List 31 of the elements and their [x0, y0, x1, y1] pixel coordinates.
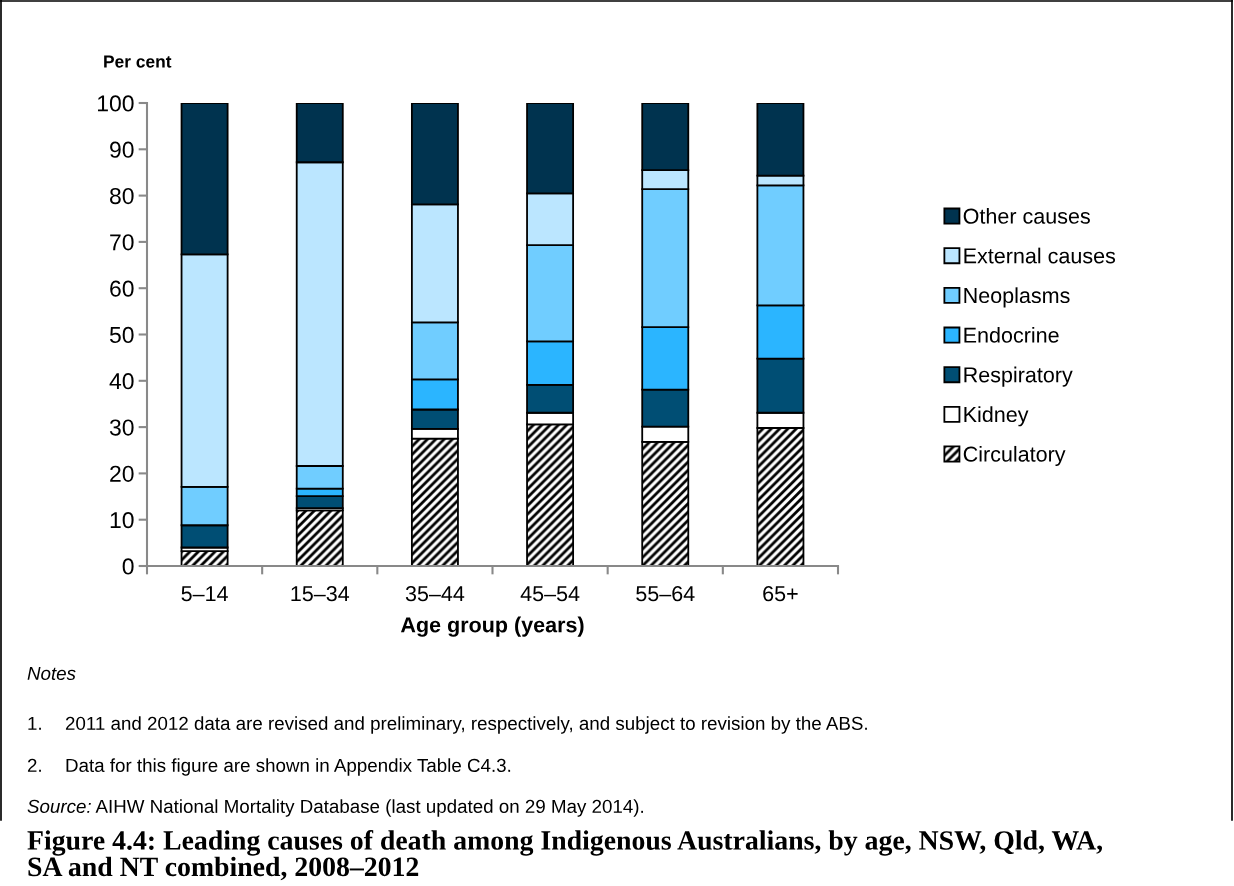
text: 2. Data for this figure are shown in Appendix Table C4.3.: [27, 758, 511, 776]
x-tick-label: 55–64: [636, 586, 695, 602]
y-tick-label: 10: [110, 512, 134, 529]
x-tick-label: 35–44: [405, 586, 465, 602]
y-tick-label: 0: [122, 558, 134, 575]
y-tick-label: 70: [110, 234, 134, 251]
x-tick-label: 5–14: [181, 586, 228, 602]
source-note: Source: AIHW National Mortality Database (last updated on 29 May 2014).: [27, 799, 644, 817]
legend-label: Neoplasms: [964, 287, 1070, 308]
text: Figure 4.4: Leading causes of death among Indigenous Australians, by age, NSW, Qld, WA, SA and NT combined, 2008–2012: [27, 830, 1103, 881]
legend-label: Kidney: [964, 406, 1029, 427]
text: 1. 2011 and 2012 data are revised and preliminary, respectively, and subject to revision by the ABS.: [28, 716, 867, 734]
legend-label: Endocrine: [964, 326, 1059, 343]
y-tick-label: 50: [109, 326, 134, 344]
y-tick-label: 40: [109, 373, 134, 390]
legend-label: Other causes: [963, 207, 1090, 224]
y-axis-title: Per cent: [104, 55, 172, 68]
text: Notes: [27, 666, 76, 681]
y-tick-label: 90: [110, 141, 134, 158]
y-tick-label: 60: [110, 280, 134, 297]
x-tick-label: 45–54: [520, 586, 580, 602]
y-tick-label: 80: [110, 187, 134, 205]
y-tick-label: 100: [98, 95, 134, 112]
legend-label: External causes: [964, 247, 1116, 264]
x-tick-label: 65+: [763, 586, 798, 602]
legend-label: Circulatory: [963, 445, 1066, 467]
y-tick-label: 20: [110, 465, 134, 482]
x-tick-label: 15–34: [291, 586, 350, 602]
y-tick-label: 30: [109, 419, 134, 436]
x-axis-title: Age group (years): [400, 616, 584, 637]
legend-label: Respiratory: [964, 366, 1073, 387]
